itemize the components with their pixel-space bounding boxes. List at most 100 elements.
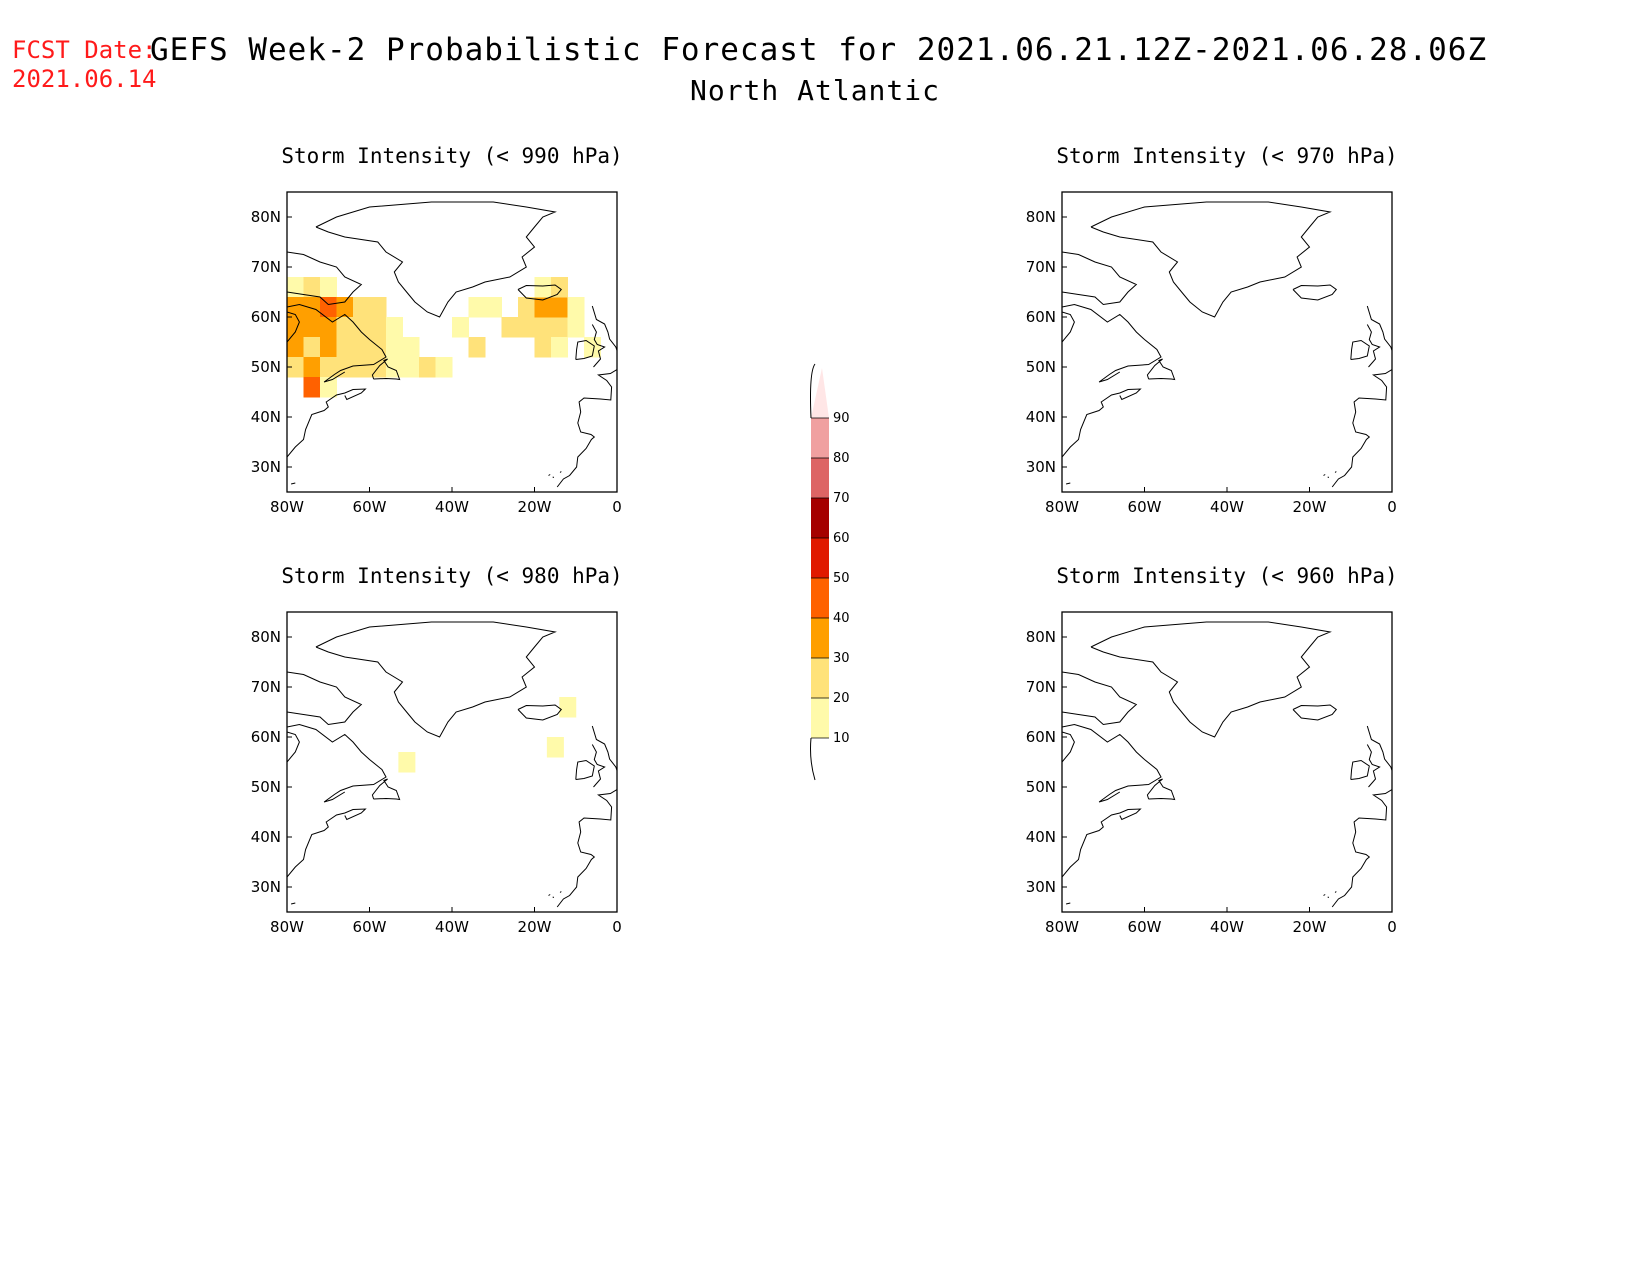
y-tick-label: 50N — [1026, 778, 1056, 796]
probability-cell — [287, 317, 304, 338]
forecast-date-value: 2021.06.14 — [12, 65, 157, 93]
probability-cell — [551, 277, 568, 298]
colorbar-segment — [811, 418, 829, 458]
probability-cell — [518, 317, 535, 338]
probability-cell — [468, 337, 486, 358]
probability-cell — [386, 337, 403, 358]
probability-cell — [303, 337, 321, 358]
y-tick-label: 60N — [251, 728, 281, 746]
panel-title: Storm Intensity (< 970 hPa) — [1056, 144, 1397, 168]
colorbar-segment — [811, 368, 829, 418]
y-tick-label: 30N — [251, 878, 281, 896]
colorbar-label: 70 — [833, 491, 850, 506]
probability-cell — [369, 337, 387, 358]
probability-cell — [353, 297, 370, 318]
colorbar-label: 10 — [833, 731, 850, 746]
probability-cell — [320, 357, 337, 378]
panel-title: Storm Intensity (< 980 hPa) — [281, 564, 622, 588]
colorbar-label: 60 — [833, 531, 850, 546]
probability-cell — [303, 357, 321, 378]
probability-cell — [287, 337, 304, 358]
probability-cell — [485, 297, 502, 318]
probability-cell — [419, 357, 436, 378]
probability-cell — [435, 357, 453, 378]
probability-cell — [386, 357, 403, 378]
probability-cell — [320, 337, 337, 358]
colorbar-segment — [811, 538, 829, 578]
colorbar-outline — [810, 363, 816, 419]
coastline — [1062, 201, 1392, 488]
x-tick-label: 80W — [270, 918, 304, 936]
forecast-date-label: FCST Date: — [12, 36, 157, 64]
probability-shading — [287, 277, 601, 398]
x-tick-label: 40W — [1210, 498, 1244, 516]
probability-cell — [386, 317, 403, 338]
x-tick-label: 40W — [435, 918, 469, 936]
colorbar-label: 50 — [833, 571, 850, 586]
probability-cell — [567, 297, 585, 318]
probability-cell — [551, 297, 568, 318]
colorbar-label: 30 — [833, 651, 850, 666]
probability-cell — [452, 317, 469, 338]
map-panel-970: Storm Intensity (< 970 hPa) 80W 60W 40W 20W 0… — [1026, 144, 1398, 516]
probability-cell — [320, 277, 337, 298]
x-tick-label: 20W — [1293, 918, 1327, 936]
colorbar-end — [811, 738, 829, 780]
probability-cell — [320, 297, 337, 318]
y-tick-label: 70N — [1026, 678, 1056, 696]
map-frame — [286, 611, 618, 913]
x-tick-label: 60W — [1128, 918, 1162, 936]
y-tick-label: 80N — [1026, 628, 1056, 646]
probability-cell — [287, 297, 304, 318]
x-tick-label: 20W — [518, 498, 552, 516]
probability-cell — [551, 317, 568, 338]
y-tick-label: 50N — [1026, 358, 1056, 376]
y-tick-label: 50N — [251, 778, 281, 796]
probability-cell — [303, 277, 321, 298]
colorbar-outline — [810, 737, 816, 781]
map-panel-980: Storm Intensity (< 980 hPa) 80W 60W 40W 20W 0… — [251, 564, 623, 936]
y-tick-label: 40N — [1026, 408, 1056, 426]
x-tick-label: 80W — [1045, 918, 1079, 936]
panel-title: Storm Intensity (< 960 hPa) — [1056, 564, 1397, 588]
probability-cell — [353, 317, 370, 338]
probability-cell — [402, 337, 420, 358]
colorbar-segment — [811, 498, 829, 538]
x-tick-label: 40W — [1210, 918, 1244, 936]
probability-cell — [336, 337, 354, 358]
colorbar-segment — [811, 458, 829, 498]
x-tick-label: 20W — [1293, 498, 1327, 516]
probability-cell — [303, 377, 321, 398]
probability-cell — [353, 357, 370, 378]
x-tick-label: 40W — [435, 498, 469, 516]
colorbar-label: 40 — [833, 611, 850, 626]
y-tick-label: 50N — [251, 358, 281, 376]
probability-colorbar: 10 20 30 40 50 60 70 80 90 — [810, 363, 850, 781]
coastline — [287, 201, 617, 488]
y-tick-label: 30N — [251, 458, 281, 476]
probability-cell — [468, 297, 486, 318]
probability-cell — [534, 297, 552, 318]
x-tick-label: 60W — [1128, 498, 1162, 516]
colorbar-segment — [811, 618, 829, 658]
y-tick-label: 30N — [1026, 458, 1056, 476]
map-frame — [1061, 611, 1393, 913]
y-tick-label: 40N — [251, 408, 281, 426]
probability-cell — [369, 317, 387, 338]
coastline — [1062, 621, 1392, 908]
probability-cell — [534, 277, 552, 298]
y-tick-label: 80N — [251, 208, 281, 226]
y-tick-label: 70N — [1026, 258, 1056, 276]
forecast-date: FCST Date: 2021.06.14 — [12, 36, 157, 94]
x-tick-label: 60W — [353, 918, 387, 936]
y-tick-label: 80N — [1026, 208, 1056, 226]
x-tick-label: 60W — [353, 498, 387, 516]
y-tick-label: 70N — [251, 678, 281, 696]
probability-cell — [501, 317, 519, 338]
colorbar-segment — [811, 698, 829, 738]
x-tick-label: 0 — [612, 498, 622, 516]
map-panel-960: Storm Intensity (< 960 hPa) 80W 60W 40W 20W 0… — [1026, 564, 1398, 936]
colorbar-label: 90 — [833, 411, 850, 426]
y-tick-label: 30N — [1026, 878, 1056, 896]
y-tick-label: 60N — [251, 308, 281, 326]
